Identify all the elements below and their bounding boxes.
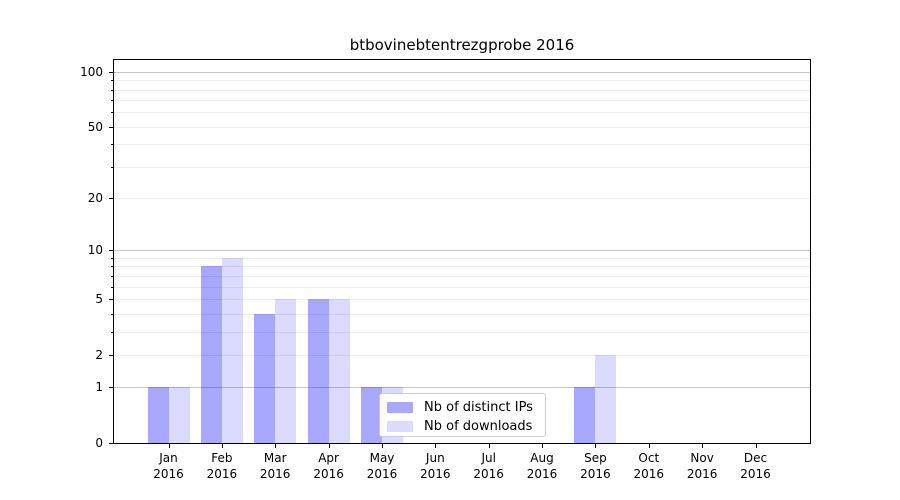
y-tick <box>109 126 113 128</box>
x-tick-label: Apr 2016 <box>313 451 344 481</box>
bar-distinct-ips <box>307 298 329 443</box>
bar-downloads <box>275 298 297 443</box>
legend-label-distinct-ips: Nb of distinct IPs <box>424 400 533 415</box>
y-tick-label: 2 <box>95 347 103 362</box>
x-tick <box>648 444 650 448</box>
x-tick-label: Dec 2016 <box>740 451 771 481</box>
y-minor-tick <box>111 80 113 82</box>
x-tick <box>168 444 170 448</box>
y-minor-tick <box>111 257 113 259</box>
bar-downloads <box>221 257 243 443</box>
legend-swatch-downloads-icon <box>387 421 413 432</box>
y-minor-tick <box>111 144 113 146</box>
bar-distinct-ips <box>254 313 276 443</box>
major-gridline <box>114 250 810 252</box>
y-minor-tick <box>111 100 113 102</box>
major-gridline <box>114 387 810 389</box>
minor-gridline <box>114 286 810 288</box>
x-tick-label: May 2016 <box>366 451 398 481</box>
y-tick-label: 10 <box>87 243 103 258</box>
x-tick <box>755 444 757 448</box>
y-tick <box>109 387 113 389</box>
y-tick-label: 1 <box>95 380 103 395</box>
y-minor-tick <box>111 89 113 91</box>
bar-distinct-ips <box>574 387 596 443</box>
y-minor-tick <box>111 331 113 333</box>
y-tick <box>109 354 113 356</box>
minor-gridline <box>114 331 810 333</box>
x-tick-label: Jul 2016 <box>473 451 504 481</box>
x-tick-label: Jun 2016 <box>420 451 451 481</box>
y-tick <box>109 198 113 200</box>
minor-gridline <box>114 257 810 259</box>
bar-downloads <box>328 298 350 443</box>
minor-gridline <box>114 100 810 102</box>
x-tick <box>382 444 383 448</box>
y-minor-tick <box>111 313 113 315</box>
minor-gridline <box>114 354 810 356</box>
y-minor-tick <box>111 275 113 277</box>
bar-distinct-ips <box>200 266 222 443</box>
minor-gridline <box>114 166 810 168</box>
minor-gridline <box>114 298 810 300</box>
x-tick <box>435 444 437 448</box>
x-tick <box>542 444 543 448</box>
legend-item-distinct-ips: Nb of distinct IPs <box>387 399 545 416</box>
x-tick <box>221 444 223 448</box>
plot-area <box>113 59 811 444</box>
major-gridline <box>114 71 810 73</box>
legend: Nb of distinct IPs Nb of downloads <box>379 393 546 437</box>
legend-item-downloads: Nb of downloads <box>387 418 545 435</box>
bar-distinct-ips <box>147 387 169 443</box>
x-tick-label: Mar 2016 <box>259 451 291 481</box>
y-minor-tick <box>111 166 113 168</box>
x-tick <box>488 444 490 448</box>
y-minor-tick <box>111 266 113 268</box>
y-tick-label: 0 <box>95 436 103 450</box>
y-tick <box>109 443 113 444</box>
x-tick-label: Oct 2016 <box>633 451 665 481</box>
minor-gridline <box>114 313 810 315</box>
y-minor-tick <box>111 112 113 114</box>
minor-gridline <box>114 198 810 200</box>
y-tick-label: 20 <box>87 191 103 206</box>
x-tick <box>328 444 330 448</box>
y-tick <box>109 71 113 73</box>
legend-label-downloads: Nb of downloads <box>424 419 533 434</box>
minor-gridline <box>114 112 810 114</box>
bar-downloads <box>168 387 190 443</box>
y-tick-label: 50 <box>87 119 103 134</box>
y-tick-label: 5 <box>95 291 103 306</box>
minor-gridline <box>114 144 810 146</box>
minor-gridline <box>114 80 810 82</box>
y-tick-label: 100 <box>80 64 103 79</box>
chart-title: btbovinebtentrezgprobe 2016 <box>349 36 575 54</box>
legend-swatch-distinct-ips-icon <box>387 402 413 413</box>
y-minor-tick <box>111 286 113 288</box>
bar-distinct-ips <box>361 387 382 443</box>
minor-gridline <box>114 266 810 268</box>
x-tick <box>275 444 277 448</box>
x-tick-label: Feb 2016 <box>206 451 238 481</box>
x-tick-label: Nov 2016 <box>686 451 718 481</box>
minor-gridline <box>114 126 810 128</box>
x-tick-label: Jan 2016 <box>153 451 184 481</box>
minor-gridline <box>114 275 810 277</box>
x-tick <box>702 444 704 448</box>
y-tick <box>109 250 113 252</box>
x-tick-label: Sep 2016 <box>580 451 611 481</box>
y-tick <box>109 298 113 300</box>
x-tick-label: Aug 2016 <box>526 451 558 481</box>
minor-gridline <box>114 89 810 91</box>
bar-downloads <box>595 354 617 443</box>
x-tick <box>595 444 597 448</box>
